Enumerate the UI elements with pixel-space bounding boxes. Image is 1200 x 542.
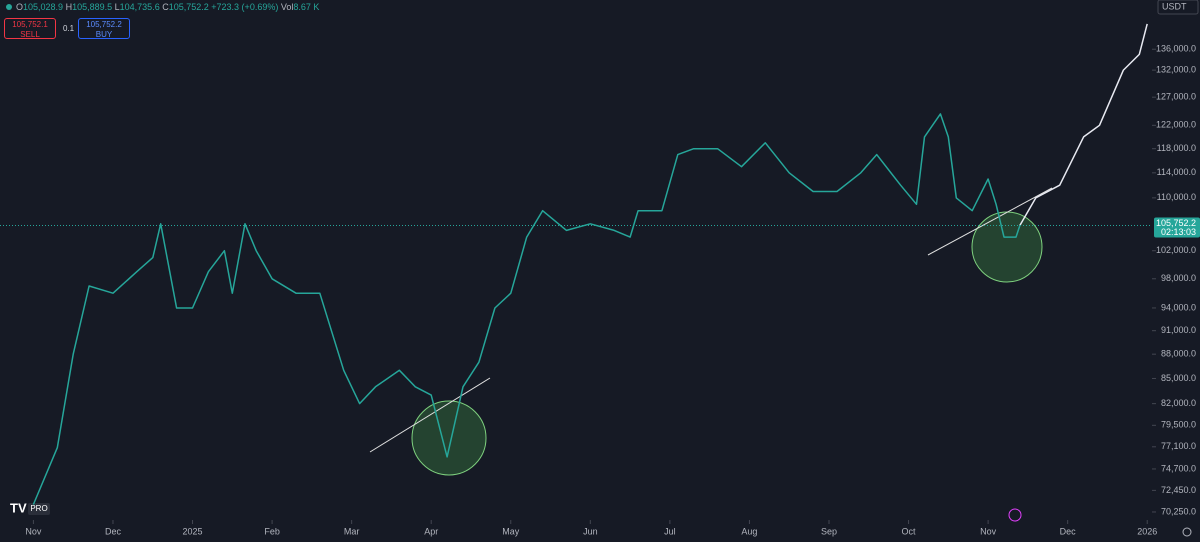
logo-badge	[28, 503, 50, 515]
change: +723.3 (+0.69%)	[211, 2, 279, 12]
sell-price: 105,752.1	[12, 20, 48, 29]
highlight-circle	[971, 211, 1043, 283]
price-line	[1019, 23, 1148, 226]
currency[interactable]: USDT	[1162, 1, 1187, 11]
y-tick-label: 74,700.0	[1161, 463, 1196, 473]
y-tick-label: 102,000.0	[1156, 245, 1196, 255]
logo-text: PRO	[30, 504, 47, 513]
value: 8.67 K	[293, 2, 320, 12]
event-icon[interactable]	[1008, 508, 1022, 522]
y-tick-label: 132,000.0	[1156, 65, 1196, 75]
quantity[interactable]: 0.1	[63, 24, 75, 33]
x-tick-label: Sep	[821, 526, 837, 536]
label: O	[16, 2, 24, 12]
y-tick-label: 136,000.0	[1156, 44, 1196, 54]
y-tick-label: 82,000.0	[1161, 398, 1196, 408]
y-tick-label: 72,450.0	[1161, 485, 1196, 495]
y-tick-label: 91,000.0	[1161, 325, 1196, 335]
settings-icon[interactable]	[1182, 527, 1192, 537]
current-price-label: 105,752.2	[1156, 218, 1196, 228]
x-tick-label: Aug	[741, 526, 757, 536]
status-dot	[6, 4, 12, 10]
current-price-box	[1154, 217, 1200, 238]
x-tick-label: Mar	[344, 526, 360, 536]
x-tick-label: Nov	[980, 526, 997, 536]
y-tick-label: 77,100.0	[1161, 441, 1196, 451]
x-tick-label: Dec	[105, 526, 122, 536]
value: 105,889.5	[72, 2, 113, 12]
ohlc-header: O105,028.9 H105,889.5 L104,735.6 C105,75…	[6, 2, 319, 12]
price-axis-bg	[1152, 0, 1200, 542]
x-tick-label: 2026	[1137, 526, 1157, 536]
currency-box[interactable]	[1157, 0, 1199, 15]
sell-label: SELL	[20, 30, 40, 39]
y-tick-label: 114,000.0	[1157, 167, 1196, 177]
value: 105,028.9	[23, 2, 64, 12]
label: L	[114, 2, 120, 12]
sell-button[interactable]: 105,752.1 SELL	[4, 18, 56, 39]
countdown: 02:13:03	[1161, 227, 1196, 237]
x-tick-label: Jul	[664, 526, 676, 536]
x-tick-label: Dec	[1060, 526, 1077, 536]
y-tick-label: 110,000.0	[1157, 192, 1196, 202]
x-tick-label: 2025	[183, 526, 203, 536]
y-tick-label: 70,250.0	[1161, 506, 1196, 516]
buy-label: BUY	[95, 30, 113, 39]
y-tick-label: 88,000.0	[1161, 349, 1196, 359]
y-tick-label: 122,000.0	[1156, 120, 1196, 130]
value: 105,752.2	[168, 2, 209, 12]
y-tick-label: 118,000.0	[1157, 143, 1196, 153]
y-tick-label: 98,000.0	[1161, 273, 1196, 283]
label: C	[162, 2, 169, 12]
x-tick-label: Feb	[264, 526, 280, 536]
x-tick-label: May	[502, 526, 520, 536]
label: Vol	[280, 2, 294, 12]
price-line	[32, 113, 1021, 505]
x-tick-label: Apr	[424, 526, 438, 536]
x-tick-label: Oct	[902, 526, 917, 536]
y-tick-label: 127,000.0	[1156, 92, 1196, 102]
value: 104,735.6	[119, 2, 160, 12]
trendline	[369, 377, 491, 453]
y-tick-label: 94,000.0	[1161, 302, 1196, 312]
highlight-circle	[411, 400, 487, 476]
trendline	[927, 187, 1053, 256]
y-tick-label: 85,000.0	[1161, 373, 1196, 383]
label: H	[65, 2, 73, 12]
buy-price: 105,752.2	[86, 20, 122, 29]
buy-button[interactable]: 105,752.2 BUY	[78, 18, 130, 39]
logo-mark: TV	[10, 500, 27, 515]
y-tick-label: 79,500.0	[1161, 420, 1196, 430]
x-tick-label: Jun	[583, 526, 598, 536]
x-tick-label: Nov	[25, 526, 42, 536]
